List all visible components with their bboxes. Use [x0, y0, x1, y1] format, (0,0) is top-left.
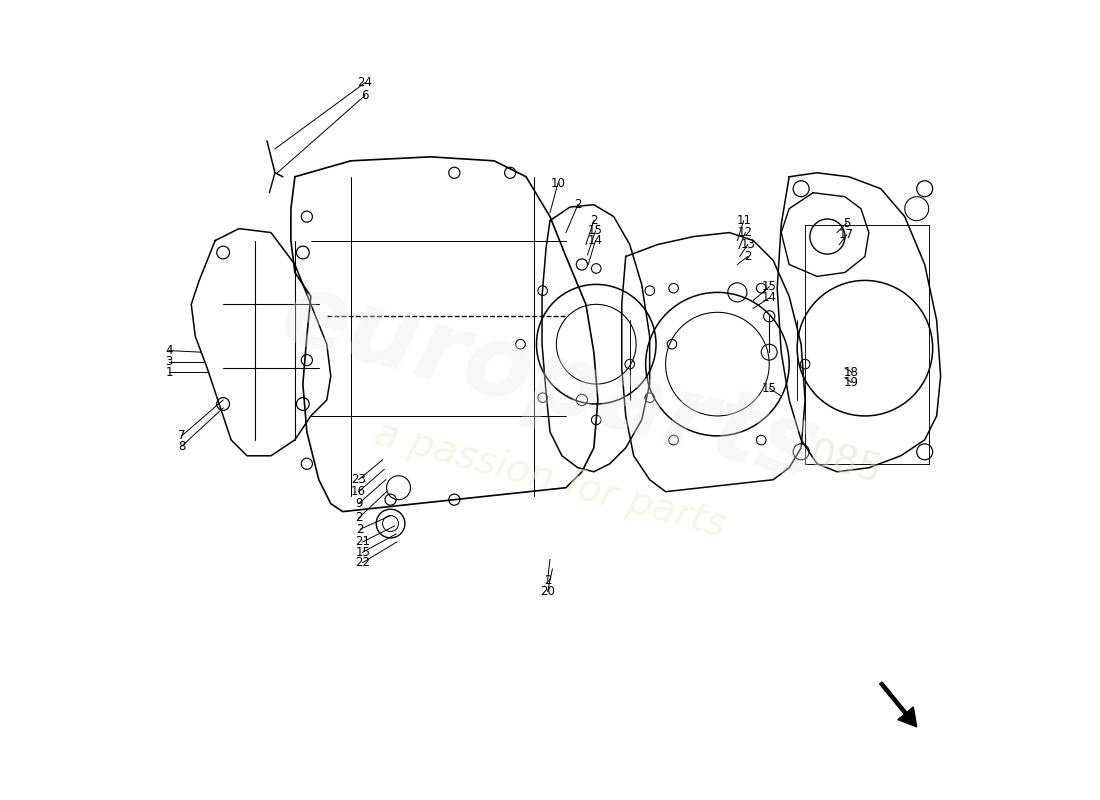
- Text: 2: 2: [543, 574, 551, 586]
- Text: 15: 15: [762, 280, 777, 294]
- Text: 15: 15: [762, 382, 777, 394]
- Text: 1: 1: [165, 366, 173, 378]
- Text: 10: 10: [550, 177, 565, 190]
- Text: 2: 2: [744, 250, 751, 263]
- Text: 24: 24: [358, 76, 373, 90]
- Text: 2: 2: [356, 522, 364, 536]
- Text: 15: 15: [355, 546, 370, 558]
- Text: 14: 14: [587, 234, 603, 247]
- Text: 3: 3: [165, 355, 173, 368]
- Text: 21: 21: [355, 535, 371, 549]
- Text: a passion for parts: a passion for parts: [370, 414, 730, 545]
- Text: 5: 5: [843, 217, 850, 230]
- Text: 6: 6: [361, 89, 368, 102]
- Text: 20: 20: [540, 585, 556, 598]
- Text: 15: 15: [588, 225, 603, 238]
- Text: europarts: europarts: [271, 266, 829, 502]
- Text: 8: 8: [178, 440, 186, 453]
- Text: 2: 2: [574, 198, 582, 211]
- Text: 12: 12: [738, 226, 752, 239]
- Text: 11: 11: [736, 214, 751, 227]
- Text: 16: 16: [351, 485, 366, 498]
- FancyArrow shape: [880, 682, 916, 727]
- Text: 23: 23: [351, 474, 366, 486]
- Text: 17: 17: [839, 229, 854, 242]
- Text: 22: 22: [355, 556, 371, 569]
- Text: 9: 9: [355, 497, 362, 510]
- Text: 18: 18: [844, 366, 859, 378]
- Text: 13: 13: [740, 238, 755, 251]
- Text: 2: 2: [590, 214, 597, 227]
- Text: 14: 14: [761, 291, 777, 305]
- Text: 085: 085: [804, 436, 886, 492]
- Text: 4: 4: [165, 344, 173, 357]
- Text: 2: 2: [355, 511, 362, 525]
- Text: 7: 7: [178, 430, 186, 442]
- Text: 19: 19: [844, 376, 859, 389]
